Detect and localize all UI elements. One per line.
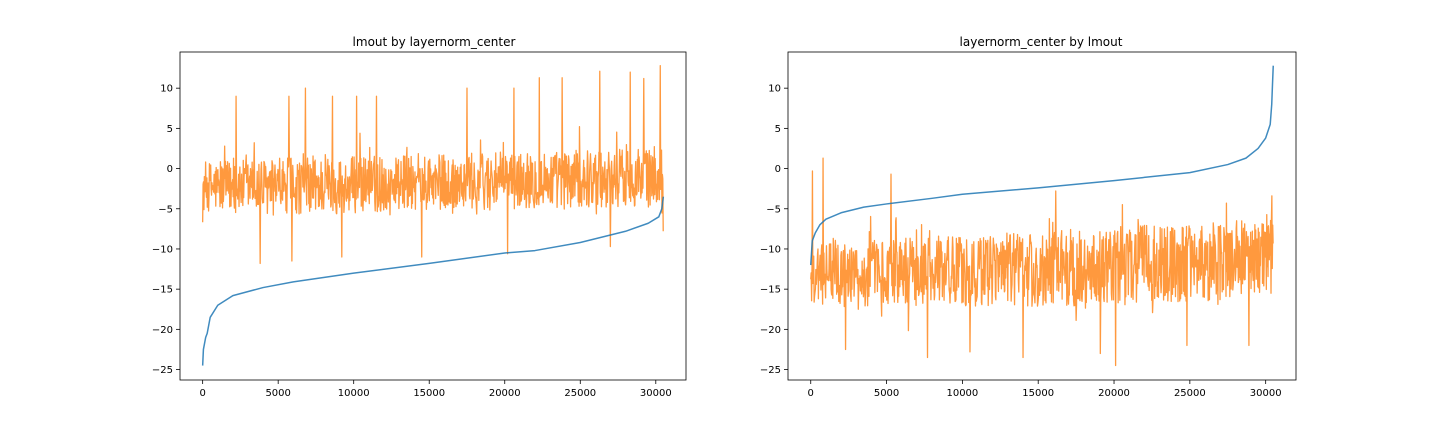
right-chart-y-tick-label: −10 <box>760 244 781 255</box>
right-chart-y-tick-label: 0 <box>775 164 781 175</box>
right-chart-y-ticks: −25 −20 −15 −10 −5 0 5 10 <box>760 84 788 376</box>
right-chart-axes-frame <box>787 51 1297 381</box>
left-chart-lines <box>201 65 665 366</box>
left-chart-x-tick-label: 25000 <box>564 388 596 399</box>
left-chart-y-tick-label: −5 <box>158 204 173 215</box>
left-chart-panel: lmout by layernorm_center 0 5000 10000 1500… <box>152 35 687 399</box>
left-chart-x-tick-label: 5000 <box>265 388 290 399</box>
left-chart-sorted-series-line <box>201 196 665 366</box>
right-chart-paired-series-line <box>810 157 1274 367</box>
left-chart-x-ticks: 0 5000 10000 15000 20000 25000 30000 <box>199 380 672 399</box>
left-chart-x-tick-label: 15000 <box>413 388 445 399</box>
left-chart-y-tick-label: 0 <box>167 164 173 175</box>
right-chart-lines <box>810 65 1274 367</box>
left-chart-x-tick-label: 30000 <box>640 388 672 399</box>
left-chart-paired-series-line <box>202 65 664 265</box>
right-chart-y-tick-label: −25 <box>760 365 781 376</box>
left-chart-y-tick-label: −15 <box>152 285 173 296</box>
left-chart-y-tick-label: 10 <box>160 84 173 95</box>
left-chart-x-tick-label: 0 <box>199 388 205 399</box>
right-chart-sorted-series-line <box>810 65 1274 266</box>
left-chart-x-tick-label: 10000 <box>338 388 370 399</box>
left-chart-y-tick-label: 5 <box>167 124 173 135</box>
right-chart-x-tick-label: 20000 <box>1098 388 1130 399</box>
right-chart-panel: layernorm_center by lmout 0 5000 10000 1500… <box>760 35 1297 399</box>
left-chart-axes-frame <box>179 51 687 381</box>
right-chart-x-ticks: 0 5000 10000 15000 20000 25000 30000 <box>808 380 1282 399</box>
left-chart-y-ticks: −25 −20 −15 −10 −5 0 5 10 <box>152 84 180 376</box>
right-chart-x-tick-label: 10000 <box>946 388 978 399</box>
right-chart-x-tick-label: 0 <box>808 388 814 399</box>
left-chart-y-tick-label: −10 <box>152 244 173 255</box>
right-chart-x-tick-label: 30000 <box>1250 388 1282 399</box>
right-chart-x-tick-label: 5000 <box>874 388 899 399</box>
right-chart-y-tick-label: −5 <box>766 204 781 215</box>
right-chart-y-tick-label: −20 <box>760 325 781 336</box>
right-chart-x-tick-label: 25000 <box>1174 388 1206 399</box>
right-chart-title: layernorm_center by lmout <box>960 35 1123 49</box>
left-chart-y-tick-label: −20 <box>152 325 173 336</box>
right-chart-x-tick-label: 15000 <box>1022 388 1054 399</box>
left-chart-x-tick-label: 20000 <box>489 388 521 399</box>
right-chart-y-tick-label: 5 <box>775 124 781 135</box>
left-chart-y-tick-label: −25 <box>152 365 173 376</box>
left-chart-title: lmout by layernorm_center <box>353 35 516 49</box>
right-chart-y-tick-label: −15 <box>760 285 781 296</box>
right-chart-y-tick-label: 10 <box>768 84 781 95</box>
